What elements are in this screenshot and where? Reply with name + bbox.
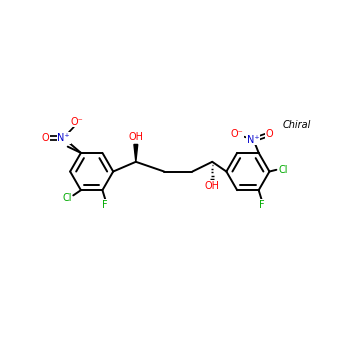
Text: F: F (103, 200, 108, 210)
Text: O⁻: O⁻ (230, 129, 243, 139)
Text: O: O (265, 129, 273, 139)
Text: OH: OH (128, 133, 143, 142)
Text: O⁻: O⁻ (71, 117, 83, 127)
Text: Chiral: Chiral (282, 120, 311, 130)
Text: OH: OH (205, 181, 220, 191)
Polygon shape (134, 145, 138, 162)
Text: Cl: Cl (62, 193, 72, 203)
Text: N⁺: N⁺ (247, 135, 260, 145)
Text: N⁺: N⁺ (57, 133, 70, 143)
Text: Cl: Cl (279, 165, 288, 175)
Text: O: O (42, 133, 49, 143)
Text: F: F (259, 200, 264, 210)
